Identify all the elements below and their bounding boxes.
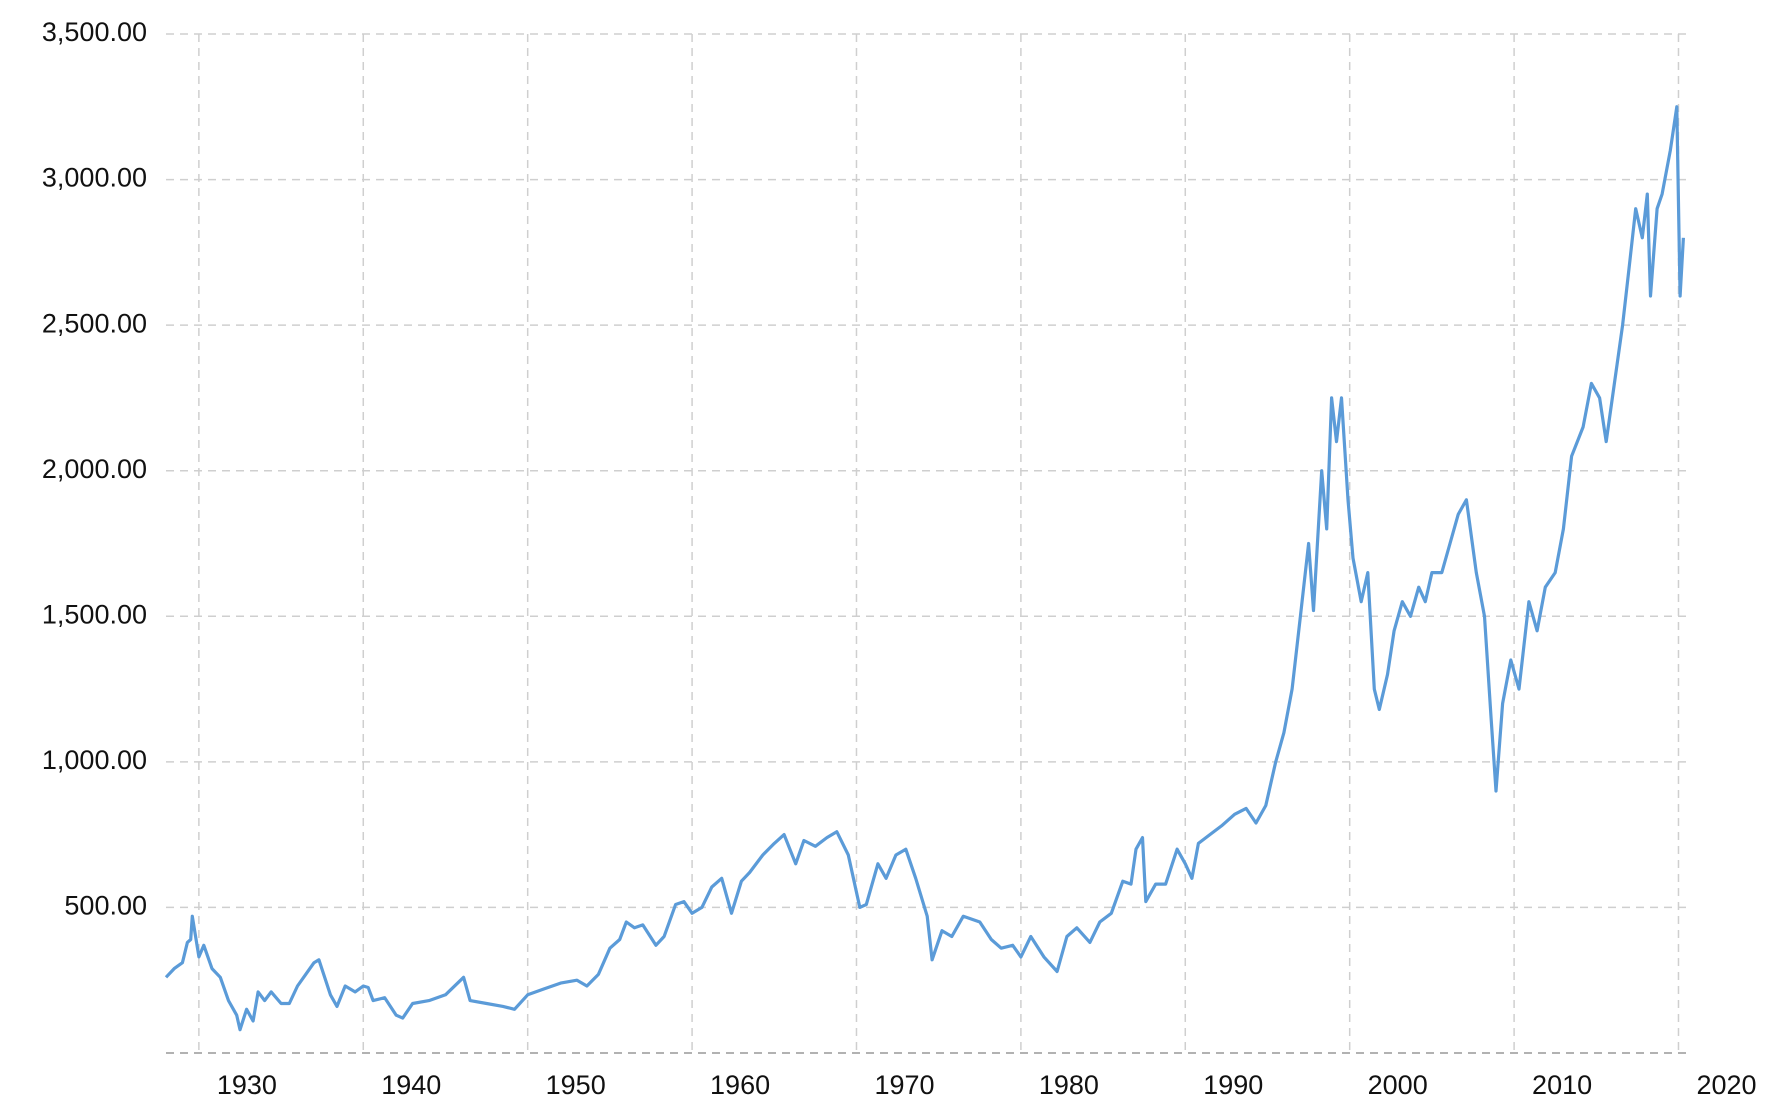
x-tick-label: 1970 — [874, 1070, 934, 1100]
x-tick-label: 1980 — [1039, 1070, 1099, 1100]
y-tick-label: 3,500.00 — [42, 17, 147, 47]
data-line — [164, 105, 1685, 1032]
y-tick-label: 1,500.00 — [42, 599, 147, 629]
y-tick-label: 3,000.00 — [42, 163, 147, 193]
y-tick-label: 500.00 — [64, 891, 147, 921]
x-tick-label: 2000 — [1368, 1070, 1428, 1100]
x-tick-label: 1960 — [710, 1070, 770, 1100]
x-tick-label: 1930 — [217, 1070, 277, 1100]
x-tick-label: 1990 — [1203, 1070, 1263, 1100]
x-tick-label: 2020 — [1696, 1070, 1756, 1100]
x-tick-label: 2010 — [1532, 1070, 1592, 1100]
y-tick-label: 2,500.00 — [42, 308, 147, 338]
y-tick-label: 2,000.00 — [42, 454, 147, 484]
x-tick-label: 1950 — [546, 1070, 606, 1100]
y-tick-label: 1,000.00 — [42, 745, 147, 775]
x-tick-label: 1940 — [381, 1070, 441, 1100]
